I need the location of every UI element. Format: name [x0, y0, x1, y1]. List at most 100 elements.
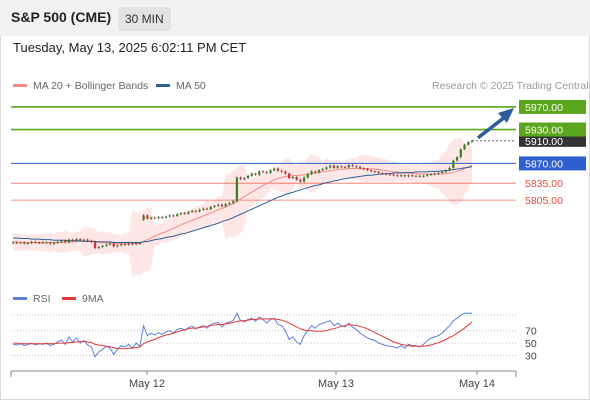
- rsi-ma-line: [13, 318, 473, 350]
- candle-body: [254, 173, 257, 175]
- candle-body: [392, 174, 395, 176]
- candle-body: [86, 239, 89, 241]
- candle-body: [49, 242, 52, 244]
- candle-body: [217, 204, 220, 206]
- candle-body: [209, 206, 212, 210]
- current-price-label: 5910.00: [525, 136, 563, 148]
- candle-body: [191, 210, 194, 212]
- candle-body: [41, 242, 44, 244]
- legend-ma50-label: MA 50: [176, 80, 206, 92]
- candle-body: [112, 243, 115, 247]
- candle-body: [142, 215, 145, 220]
- candle-body: [187, 211, 190, 214]
- candle-body: [291, 176, 294, 179]
- candle-body: [75, 239, 78, 241]
- candle-body: [444, 170, 447, 172]
- candle-body: [11, 242, 15, 244]
- candle-body: [60, 240, 63, 242]
- candle-body: [15, 242, 18, 244]
- candle-body: [105, 244, 108, 246]
- candle-body: [161, 217, 164, 219]
- candle-body: [336, 166, 339, 168]
- candle-body: [362, 168, 365, 170]
- candle-body: [317, 170, 321, 173]
- candle-body: [370, 170, 373, 172]
- candle-body: [97, 246, 100, 249]
- level-label-box-top: [519, 122, 586, 137]
- candle-body: [90, 240, 93, 242]
- legend-ma50: MA 50: [156, 80, 206, 92]
- candle-body: [179, 213, 183, 215]
- candle-body: [157, 217, 160, 219]
- candle-body: [202, 208, 205, 210]
- candle-body: [120, 244, 123, 246]
- candle-body: [149, 217, 153, 219]
- candle-body: [310, 171, 313, 175]
- legend-rsi-swatch: [13, 296, 27, 300]
- legend-ma20: MA 20 + Bollinger Bands: [13, 80, 148, 92]
- candle-body: [448, 167, 451, 171]
- candle-body: [194, 210, 197, 212]
- candle-body: [79, 239, 82, 241]
- candle-body: [332, 165, 336, 168]
- candle-body: [355, 166, 358, 168]
- candle-body: [235, 177, 239, 202]
- candle-body: [358, 166, 362, 169]
- candle-body: [373, 171, 377, 173]
- candle-body: [26, 243, 30, 245]
- candle-body: [396, 175, 399, 177]
- level-label-5835.00: 5835.00: [525, 178, 563, 190]
- candle-body: [243, 178, 246, 180]
- candle-body: [67, 239, 71, 243]
- candle-body: [385, 173, 388, 175]
- candle-body: [116, 245, 119, 247]
- candle-body: [437, 173, 440, 175]
- candle-body: [265, 171, 268, 174]
- legend-rsi-label: RSI: [33, 293, 51, 305]
- candle-body: [82, 239, 86, 241]
- candle-body: [52, 243, 56, 245]
- candle-body: [71, 239, 74, 241]
- candle-body: [131, 243, 134, 245]
- candle-body: [93, 241, 97, 249]
- candle-body: [108, 243, 112, 245]
- level-label-5870.00: 5870.00: [525, 158, 563, 170]
- candle-body: [455, 157, 459, 161]
- ma50-line: [13, 166, 473, 243]
- candle-body: [30, 241, 33, 244]
- candle-body: [56, 241, 59, 244]
- candle-body: [176, 214, 179, 216]
- candle-body: [299, 179, 302, 182]
- rsi-tick-70: 70: [525, 326, 537, 338]
- instrument-title: S&P 500 (CME): [11, 9, 112, 25]
- candle-body: [23, 242, 26, 244]
- candle-body: [135, 243, 138, 245]
- x-tick-label: May 13: [318, 378, 354, 390]
- candle-body: [418, 175, 421, 177]
- candle-body: [224, 204, 227, 207]
- legend-rsi: RSI: [13, 293, 51, 305]
- candle-body: [411, 175, 414, 177]
- x-tick-label: May 12: [129, 378, 165, 390]
- candle-body: [273, 168, 276, 171]
- candle-body: [407, 175, 410, 177]
- candle-body: [34, 241, 37, 243]
- candle-body: [426, 174, 429, 176]
- candle-body: [276, 168, 280, 171]
- candle-body: [329, 165, 332, 168]
- candle-body: [314, 171, 317, 173]
- candle-body: [138, 243, 141, 245]
- candle-body: [351, 165, 354, 167]
- candle-body: [347, 165, 350, 168]
- level-label-top-5930.00: 5930.00: [525, 125, 563, 137]
- candle-body: [284, 171, 287, 174]
- interval-badge[interactable]: 30 MIN: [118, 7, 171, 31]
- candle-body: [38, 242, 41, 244]
- candle-body: [198, 209, 201, 212]
- level-label-box: [519, 156, 586, 171]
- legend-ma20-swatch: [13, 83, 27, 87]
- candle-body: [228, 202, 231, 205]
- candle-body: [470, 140, 474, 142]
- candle-body: [344, 166, 347, 168]
